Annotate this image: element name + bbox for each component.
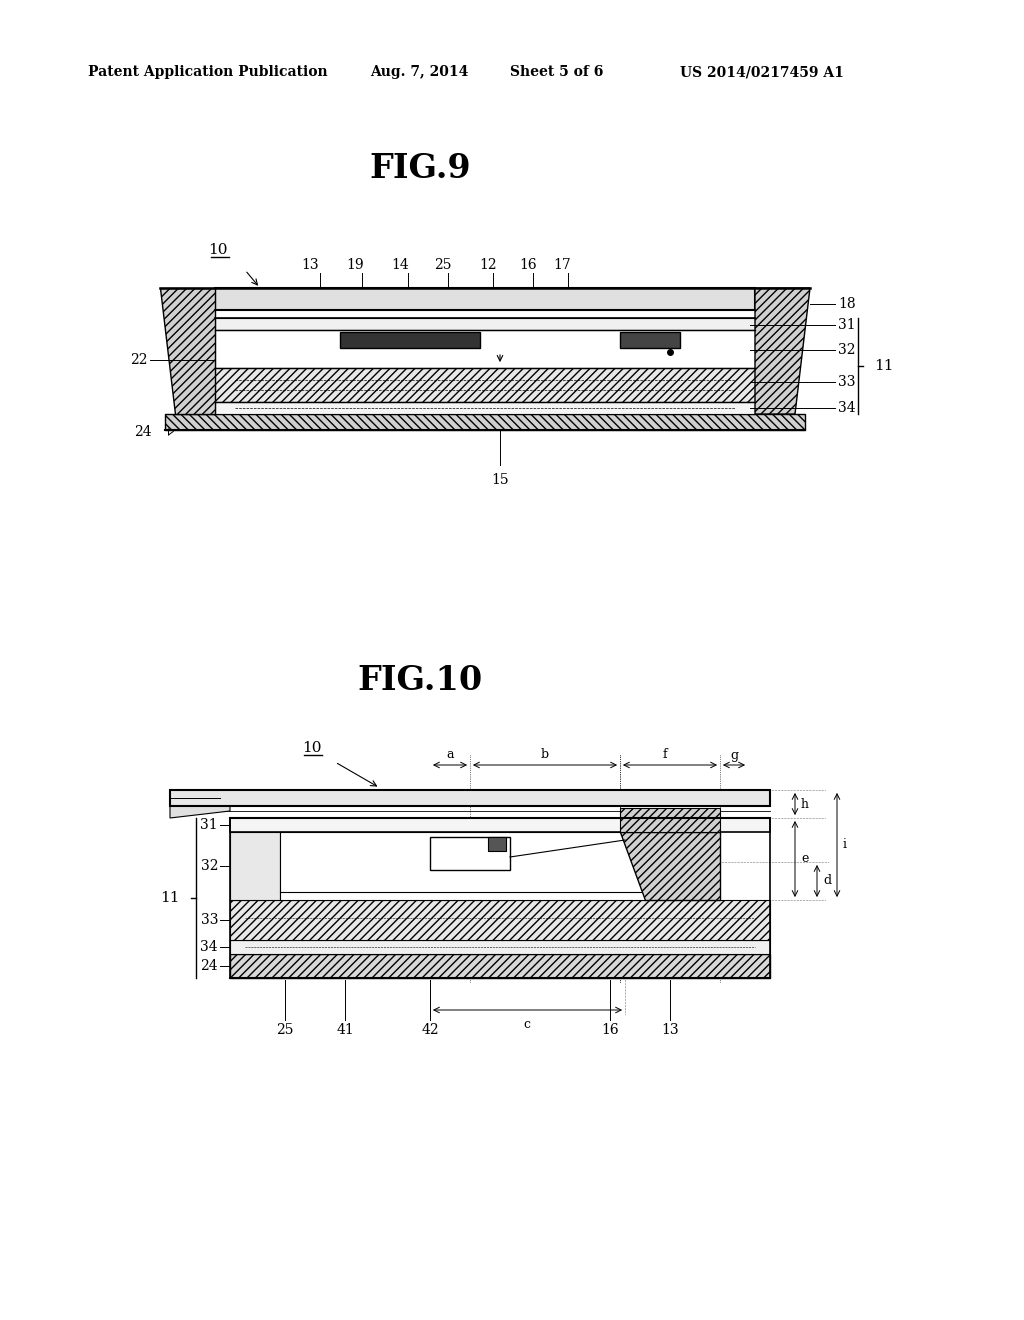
Text: 42: 42 [421, 1023, 439, 1038]
Text: 24: 24 [201, 960, 218, 973]
Bar [230, 954, 770, 978]
Text: 16: 16 [519, 257, 537, 272]
Text: Aug. 7, 2014: Aug. 7, 2014 [370, 65, 468, 79]
Text: 10: 10 [302, 741, 322, 755]
Text: US 2014/0217459 A1: US 2014/0217459 A1 [680, 65, 844, 79]
Text: 14: 14 [391, 257, 409, 272]
Text: d: d [823, 874, 831, 887]
Bar [430, 837, 510, 870]
Polygon shape [160, 288, 215, 414]
Text: 25: 25 [434, 257, 452, 272]
Polygon shape [170, 789, 230, 818]
Text: 13: 13 [301, 257, 318, 272]
Text: 31: 31 [838, 318, 856, 333]
Text: 25: 25 [276, 1023, 294, 1038]
Text: 11: 11 [161, 891, 180, 906]
Text: 16: 16 [601, 1023, 618, 1038]
Text: FIG.9: FIG.9 [370, 152, 471, 185]
Text: 33: 33 [838, 375, 855, 389]
Text: f: f [663, 748, 668, 762]
Text: 34: 34 [201, 940, 218, 954]
Bar [215, 318, 755, 330]
Text: FIG.10: FIG.10 [357, 664, 482, 697]
Bar [340, 333, 480, 348]
Text: 13: 13 [662, 1023, 679, 1038]
Text: c: c [523, 1018, 530, 1031]
Bar [280, 832, 645, 900]
Text: 18: 18 [201, 791, 218, 805]
Text: 19: 19 [346, 257, 364, 272]
Text: i: i [843, 838, 847, 851]
Text: g: g [730, 748, 738, 762]
Bar [230, 940, 770, 954]
Bar [230, 832, 280, 900]
Bar [215, 403, 755, 414]
Polygon shape [755, 288, 810, 414]
Text: e: e [801, 853, 808, 866]
Text: Patent Application Publication: Patent Application Publication [88, 65, 328, 79]
Text: 33: 33 [201, 913, 218, 927]
Text: 41: 41 [336, 1023, 354, 1038]
Text: 18: 18 [838, 297, 856, 312]
Bar [215, 368, 755, 403]
Text: 22: 22 [130, 352, 148, 367]
Bar [488, 837, 506, 851]
Bar [230, 900, 770, 940]
Text: 17: 17 [553, 257, 570, 272]
Bar [215, 330, 755, 368]
Polygon shape [620, 808, 720, 832]
Text: 32: 32 [838, 343, 855, 356]
Text: 31: 31 [201, 818, 218, 832]
Bar [230, 818, 770, 832]
Text: 11: 11 [874, 359, 894, 374]
Text: a: a [446, 748, 454, 762]
Bar [170, 789, 770, 807]
Text: h: h [801, 797, 809, 810]
Text: 34: 34 [838, 401, 856, 414]
Text: 10: 10 [208, 243, 227, 257]
Text: Sheet 5 of 6: Sheet 5 of 6 [510, 65, 603, 79]
Text: 24: 24 [134, 425, 152, 440]
Bar [620, 333, 680, 348]
Text: 12: 12 [479, 257, 497, 272]
Text: 32: 32 [201, 859, 218, 873]
Text: b: b [541, 748, 549, 762]
Bar [215, 288, 755, 310]
Bar [165, 414, 805, 430]
Text: 15: 15 [492, 473, 509, 487]
Polygon shape [620, 832, 720, 900]
